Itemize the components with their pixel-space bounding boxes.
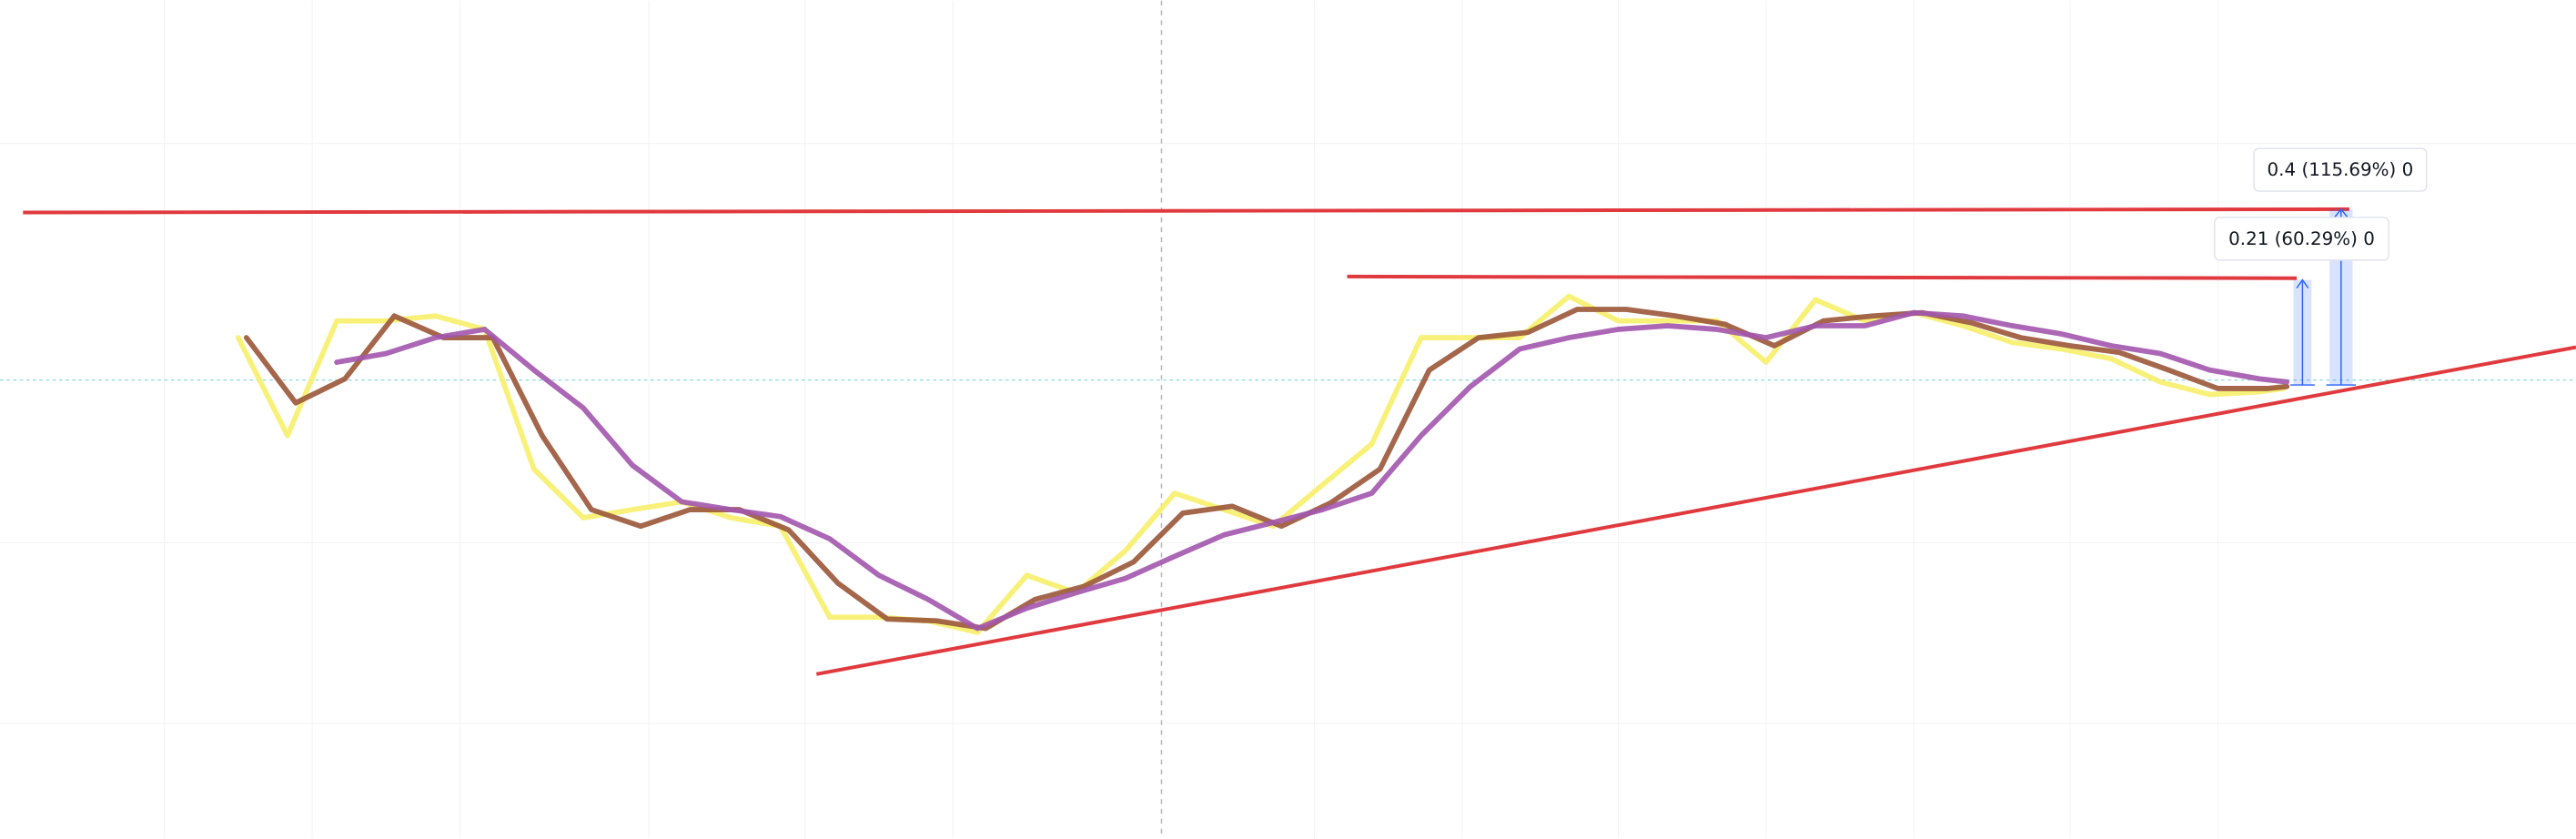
range-label: 0.21 (60.29%) 0 bbox=[2228, 228, 2375, 249]
range-arrowhead bbox=[2296, 278, 2309, 288]
resistance-line[interactable] bbox=[1347, 274, 2298, 280]
range-label: 0.4 (115.69%) 0 bbox=[2268, 159, 2414, 180]
price-range-tools: 0.4 (115.69%) 0 0.21 (60.29%) 0 bbox=[2214, 147, 2428, 386]
label-box bbox=[2253, 147, 2428, 192]
drawings bbox=[23, 207, 2576, 676]
moving-average-line bbox=[243, 307, 2290, 632]
support-trend-line[interactable] bbox=[815, 345, 2576, 676]
range-arrowhead bbox=[2334, 207, 2349, 218]
label-box bbox=[2214, 217, 2389, 261]
series-layer bbox=[235, 293, 2290, 635]
moving-average-line bbox=[334, 309, 2290, 632]
resistance-line[interactable] bbox=[23, 207, 2349, 215]
moving-average-line bbox=[235, 293, 2287, 635]
